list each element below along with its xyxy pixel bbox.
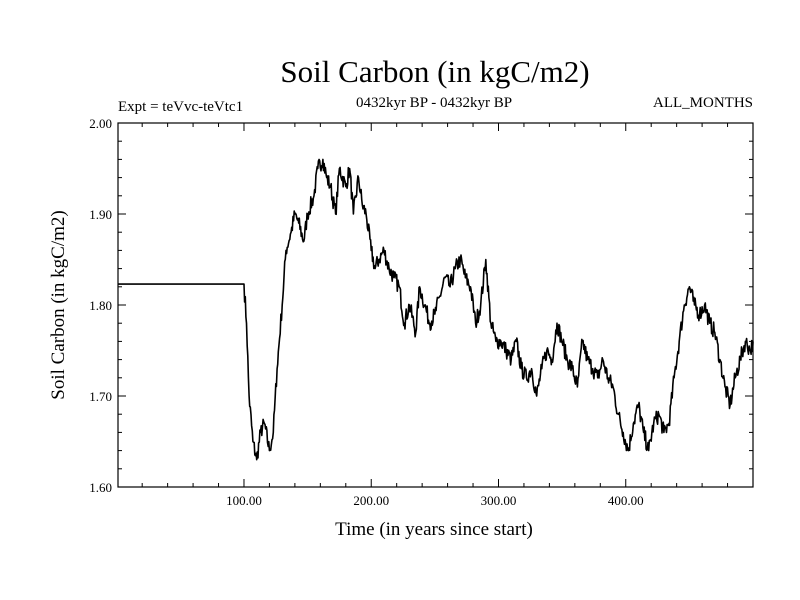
months-label: ALL_MONTHS [653,95,753,111]
y-tick-label: 1.90 [89,207,112,222]
y-tick-label: 1.60 [89,480,112,495]
chart-title: Soil Carbon (in kgC/m2) [280,54,589,89]
x-tick-label: 200.00 [353,493,389,508]
x-tick-label: 100.00 [226,493,262,508]
x-axis-label: Time (in years since start) [335,519,533,540]
y-axis-label: Soil Carbon (in kgC/m2) [48,210,69,399]
y-tick-label: 1.80 [89,298,112,313]
series-line-soil-carbon [118,158,754,461]
x-axis: 100.00 200.00 300.00 400.00 [141,123,729,508]
y-tick-label: 1.70 [89,389,112,404]
experiment-label: Expt = teVvc-teVtc1 [118,99,243,115]
x-tick-label: 300.00 [481,493,517,508]
y-axis: 1.60 1.70 1.80 1.90 2.00 [89,116,753,495]
time-range-label: 0432kyr BP - 0432kyr BP [356,95,512,111]
plot-frame [117,122,754,488]
x-tick-label: 400.00 [608,493,644,508]
y-tick-label: 2.00 [89,116,112,131]
